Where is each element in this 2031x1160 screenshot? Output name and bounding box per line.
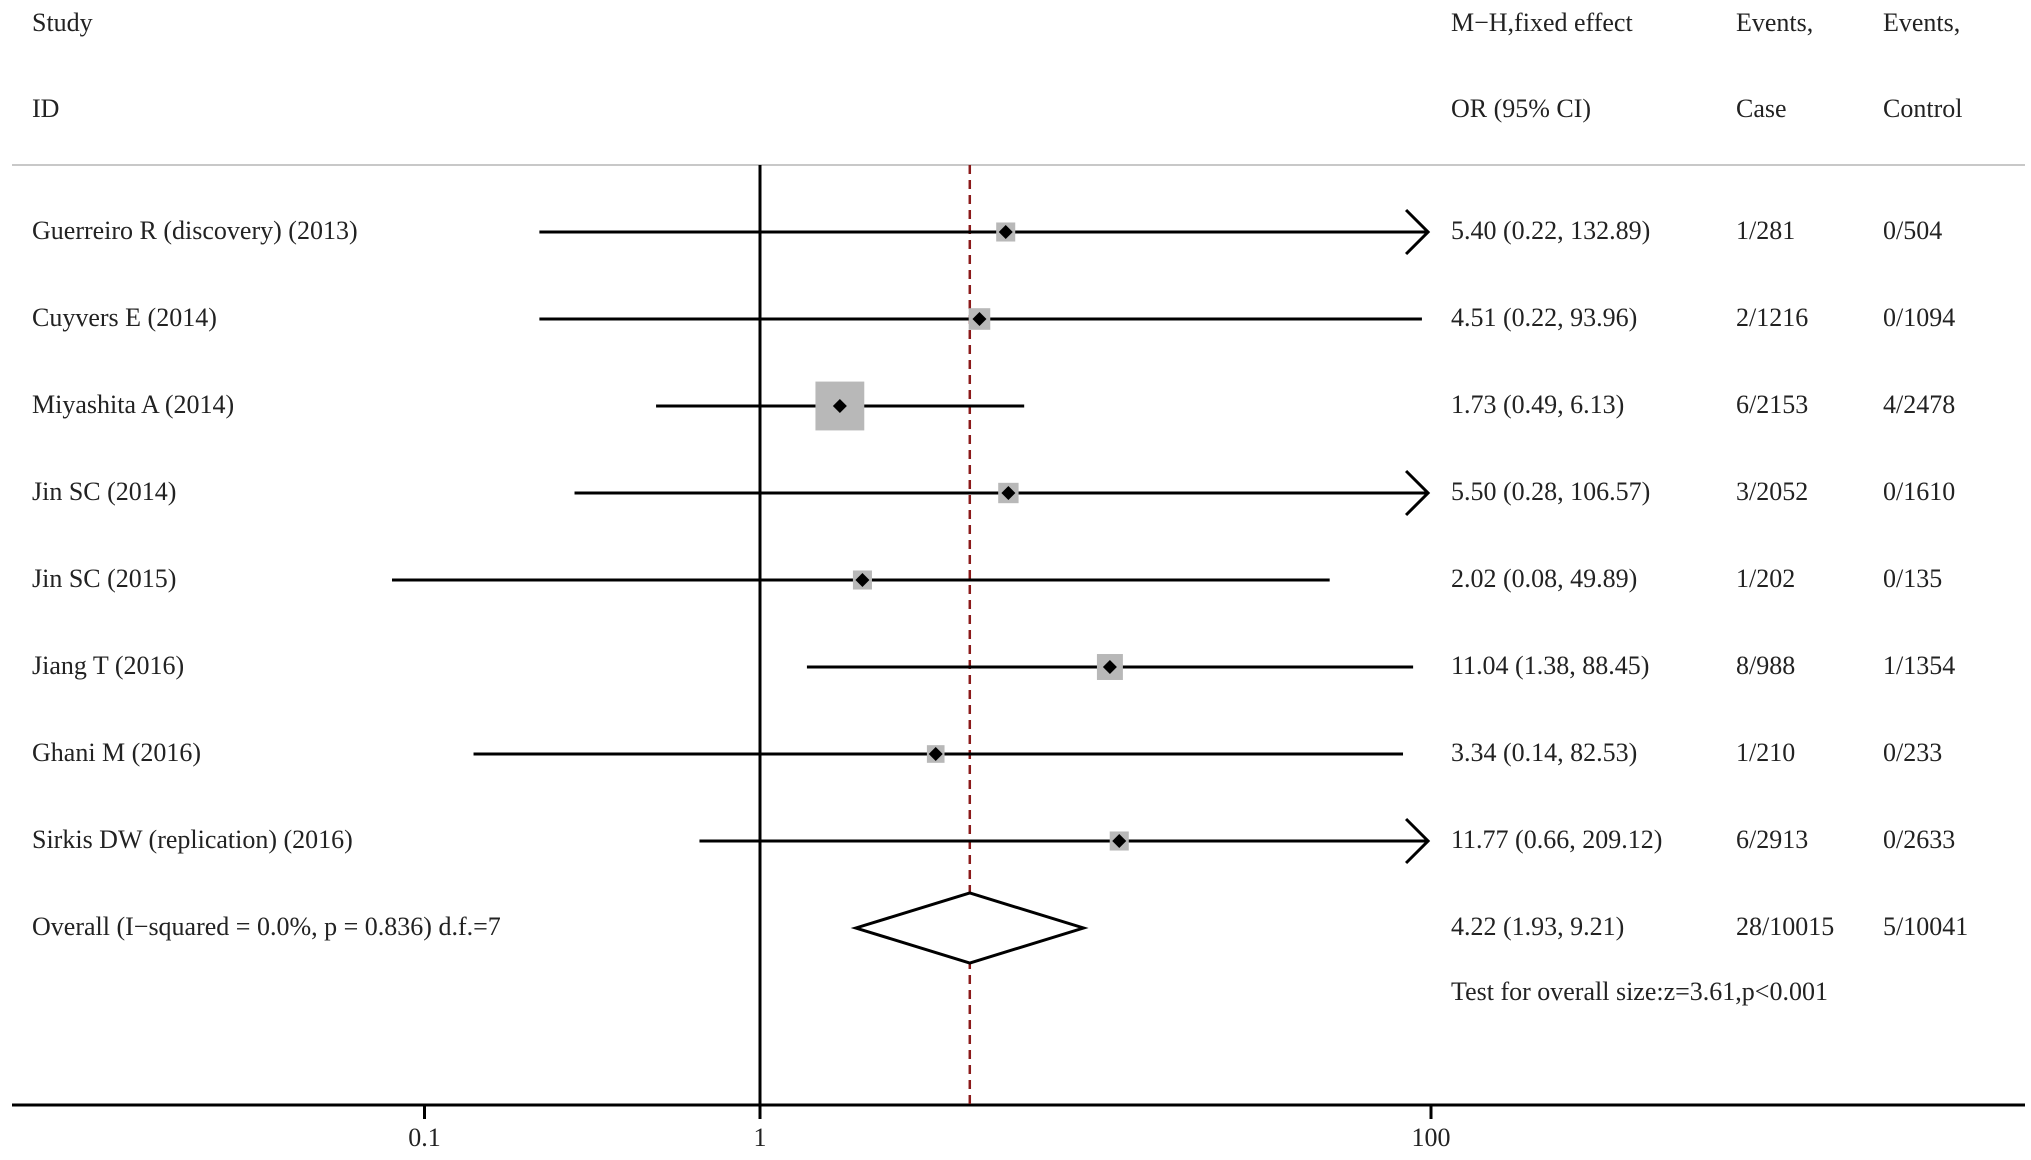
ci-arrow-right [1404, 469, 1431, 517]
header-events-case-1: Events, [1736, 8, 1814, 37]
ci-arrow-right [1404, 208, 1431, 256]
study-or-ci: 5.50 (0.28, 106.57) [1451, 477, 1651, 506]
point-estimate [928, 747, 943, 761]
study-events-control: 4/2478 [1883, 390, 1956, 419]
test-overall-size: Test for overall size:z=3.61,p<0.001 [1451, 977, 1828, 1006]
header-id: ID [32, 94, 60, 123]
overall-or-ci: 4.22 (1.93, 9.21) [1451, 912, 1625, 941]
study-events-case: 1/210 [1736, 738, 1796, 767]
overall-diamond-group [850, 891, 1089, 965]
weight-boxes-group [815, 222, 1129, 851]
overall-events-control: 5/10041 [1883, 912, 1969, 941]
point-estimate [998, 225, 1013, 239]
study-events-control: 0/2633 [1883, 825, 1956, 854]
study-or-ci: 1.73 (0.49, 6.13) [1451, 390, 1625, 419]
x-ticks-group [423, 1105, 1433, 1119]
study-events-case: 8/988 [1736, 651, 1796, 680]
study-or-ci: 11.77 (0.66, 209.12) [1451, 825, 1663, 854]
ci-lines-group [391, 208, 1431, 865]
study-events-case: 1/281 [1736, 216, 1796, 245]
study-events-control: 0/135 [1883, 564, 1943, 593]
study-or-ci: 11.04 (1.38, 88.45) [1451, 651, 1650, 680]
point-estimates-group [832, 225, 1127, 848]
x-tick-label: 0.1 [408, 1123, 441, 1152]
point-estimate [855, 573, 870, 587]
overall-events-case: 28/10015 [1736, 912, 1835, 941]
header-effect: M−H,fixed effect [1451, 8, 1633, 37]
header-or-ci: OR (95% CI) [1451, 94, 1592, 123]
overall-label: Overall (I−squared = 0.0%, p = 0.836) d.… [32, 912, 501, 941]
header-study: Study [32, 8, 93, 37]
study-events-case: 1/202 [1736, 564, 1796, 593]
study-label: Cuyvers E (2014) [32, 303, 217, 332]
header-events-control-2: Control [1883, 94, 1963, 123]
ci-arrow-right [1404, 817, 1431, 865]
study-events-control: 0/233 [1883, 738, 1943, 767]
study-events-case: 6/2913 [1736, 825, 1809, 854]
point-estimate [832, 399, 847, 413]
study-label: Sirkis DW (replication) (2016) [32, 825, 353, 854]
overall-diamond [850, 891, 1089, 965]
study-label: Jiang T (2016) [32, 651, 185, 680]
study-events-control: 0/504 [1883, 216, 1943, 245]
study-label: Jin SC (2015) [32, 564, 177, 593]
study-events-case: 2/1216 [1736, 303, 1809, 332]
study-events-control: 0/1094 [1883, 303, 1956, 332]
study-label: Miyashita A (2014) [32, 390, 235, 419]
point-estimate [1112, 834, 1127, 848]
study-or-ci: 4.51 (0.22, 93.96) [1451, 303, 1638, 332]
study-events-case: 3/2052 [1736, 477, 1809, 506]
study-events-control: 1/1354 [1883, 651, 1956, 680]
study-label: Ghani M (2016) [32, 738, 201, 767]
point-estimate [1001, 486, 1016, 500]
header-events-control-1: Events, [1883, 8, 1961, 37]
study-label: Jin SC (2014) [32, 477, 177, 506]
study-or-ci: 5.40 (0.22, 132.89) [1451, 216, 1651, 245]
x-tick-label: 1 [753, 1123, 767, 1152]
study-label: Guerreiro R (discovery) (2013) [32, 216, 358, 245]
study-events-control: 0/1610 [1883, 477, 1956, 506]
study-or-ci: 2.02 (0.08, 49.89) [1451, 564, 1638, 593]
study-or-ci: 3.34 (0.14, 82.53) [1451, 738, 1638, 767]
x-tick-label: 100 [1411, 1123, 1451, 1152]
study-events-case: 6/2153 [1736, 390, 1809, 419]
point-estimate [972, 312, 987, 326]
point-estimate [1102, 660, 1117, 674]
header-events-case-2: Case [1736, 94, 1787, 123]
